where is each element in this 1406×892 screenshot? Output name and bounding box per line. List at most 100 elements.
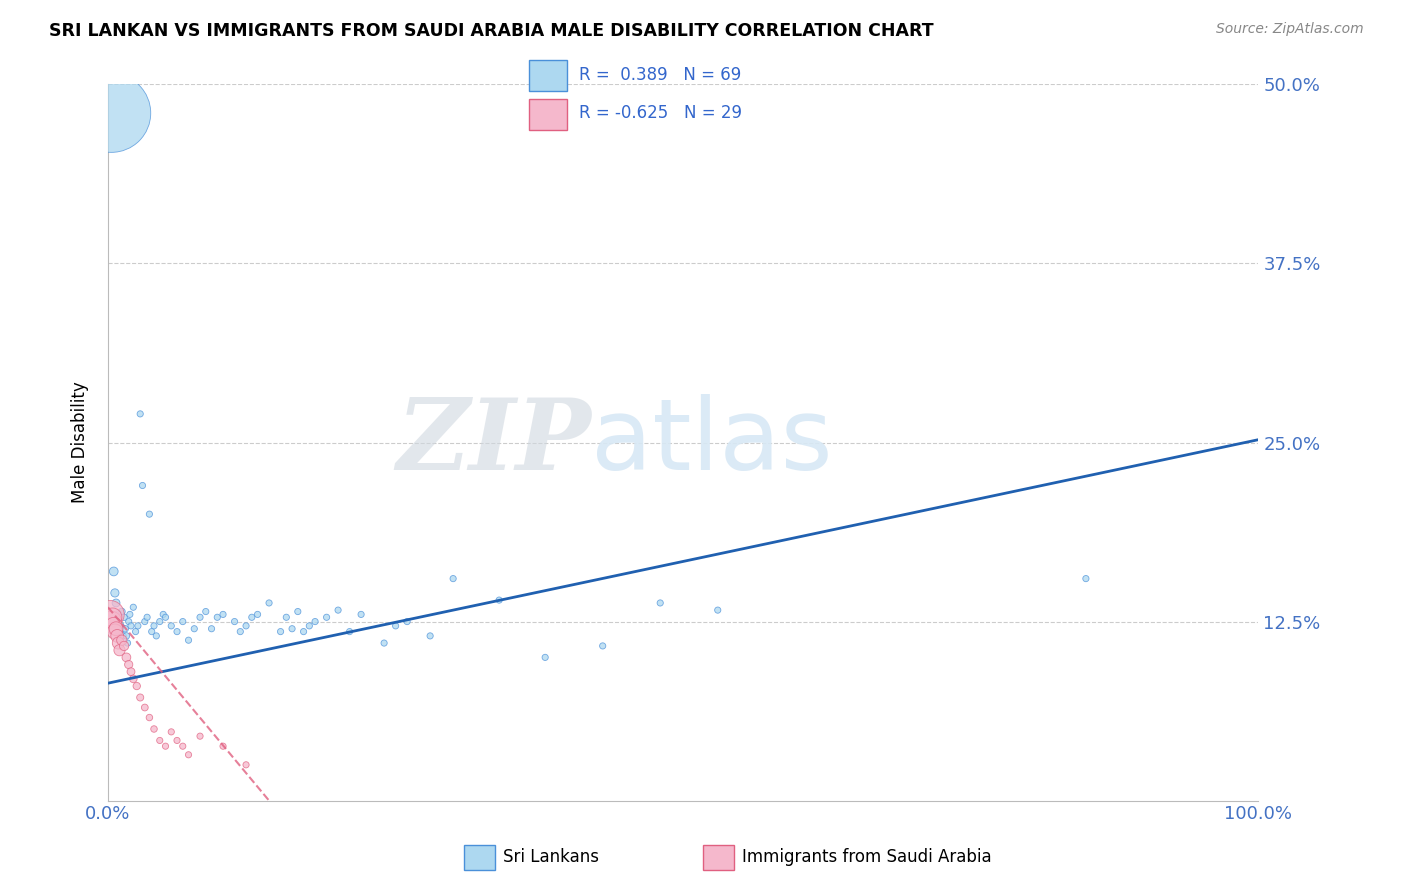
Point	[131, 478, 153, 492]
Point	[160, 724, 183, 739]
Point	[108, 624, 131, 639]
Point	[212, 607, 235, 622]
Point	[488, 593, 510, 607]
Point	[138, 507, 160, 521]
Point	[125, 679, 148, 693]
Point	[592, 639, 614, 653]
Point	[112, 639, 135, 653]
Y-axis label: Male Disability: Male Disability	[72, 382, 89, 503]
Point	[129, 690, 152, 705]
Point	[270, 624, 292, 639]
Point	[120, 619, 142, 633]
Point	[172, 615, 194, 629]
Point	[120, 665, 142, 679]
Point	[117, 636, 139, 650]
Point	[419, 629, 441, 643]
Point	[134, 615, 156, 629]
Text: ZIP: ZIP	[396, 394, 591, 491]
Point	[298, 619, 321, 633]
Point	[235, 757, 257, 772]
Point	[134, 700, 156, 714]
Point	[292, 624, 315, 639]
Point	[396, 615, 419, 629]
Point	[114, 622, 136, 636]
Point	[315, 610, 337, 624]
Point	[240, 610, 263, 624]
Point	[101, 610, 124, 624]
Text: Sri Lankans: Sri Lankans	[503, 848, 599, 866]
Point	[224, 615, 246, 629]
Point	[650, 596, 672, 610]
Point	[138, 710, 160, 724]
Point	[104, 586, 127, 600]
Point	[100, 106, 122, 120]
Point	[155, 610, 177, 624]
Point	[235, 619, 257, 633]
Point	[441, 572, 464, 586]
Point	[326, 603, 349, 617]
Point	[103, 565, 125, 579]
Point	[118, 615, 141, 629]
Text: Immigrants from Saudi Arabia: Immigrants from Saudi Arabia	[742, 848, 993, 866]
Point	[129, 407, 152, 421]
Point	[124, 624, 146, 639]
Point	[373, 636, 395, 650]
Point	[166, 733, 188, 747]
Text: R =  0.389   N = 69: R = 0.389 N = 69	[579, 66, 741, 84]
Point	[115, 629, 138, 643]
Point	[141, 624, 163, 639]
Point	[118, 657, 141, 672]
Bar	[530, 61, 567, 91]
Point	[107, 636, 129, 650]
Point	[127, 619, 149, 633]
Point	[194, 605, 217, 619]
Point	[103, 619, 125, 633]
Point	[207, 610, 229, 624]
Point	[304, 615, 326, 629]
Text: SRI LANKAN VS IMMIGRANTS FROM SAUDI ARABIA MALE DISABILITY CORRELATION CHART: SRI LANKAN VS IMMIGRANTS FROM SAUDI ARAB…	[49, 22, 934, 40]
Point	[177, 633, 200, 648]
Point	[281, 622, 304, 636]
Point	[229, 624, 252, 639]
Point	[1074, 572, 1097, 586]
Point	[384, 619, 406, 633]
Point	[111, 633, 134, 648]
Point	[143, 722, 166, 736]
Point	[105, 622, 128, 636]
Point	[276, 610, 298, 624]
Point	[107, 607, 129, 622]
Text: atlas: atlas	[591, 394, 832, 491]
Point	[155, 739, 177, 754]
Point	[108, 643, 131, 657]
Point	[706, 603, 728, 617]
Point	[183, 622, 205, 636]
Point	[166, 624, 188, 639]
Point	[105, 615, 128, 629]
Point	[98, 607, 121, 622]
Point	[105, 629, 128, 643]
Point	[115, 650, 138, 665]
Point	[111, 629, 134, 643]
Point	[100, 615, 122, 629]
Point	[350, 607, 373, 622]
Bar	[530, 99, 567, 130]
Point	[160, 619, 183, 633]
Point	[200, 622, 222, 636]
Point	[110, 619, 132, 633]
Text: Source: ZipAtlas.com: Source: ZipAtlas.com	[1216, 22, 1364, 37]
Point	[111, 605, 134, 619]
Point	[339, 624, 361, 639]
Point	[112, 610, 135, 624]
Point	[172, 739, 194, 754]
Point	[143, 619, 166, 633]
Point	[122, 600, 145, 615]
Point	[257, 596, 280, 610]
Point	[188, 610, 211, 624]
Point	[118, 607, 141, 622]
Point	[105, 596, 128, 610]
Point	[212, 739, 235, 754]
Point	[149, 615, 172, 629]
Point	[287, 605, 309, 619]
Point	[177, 747, 200, 762]
Point	[104, 624, 127, 639]
